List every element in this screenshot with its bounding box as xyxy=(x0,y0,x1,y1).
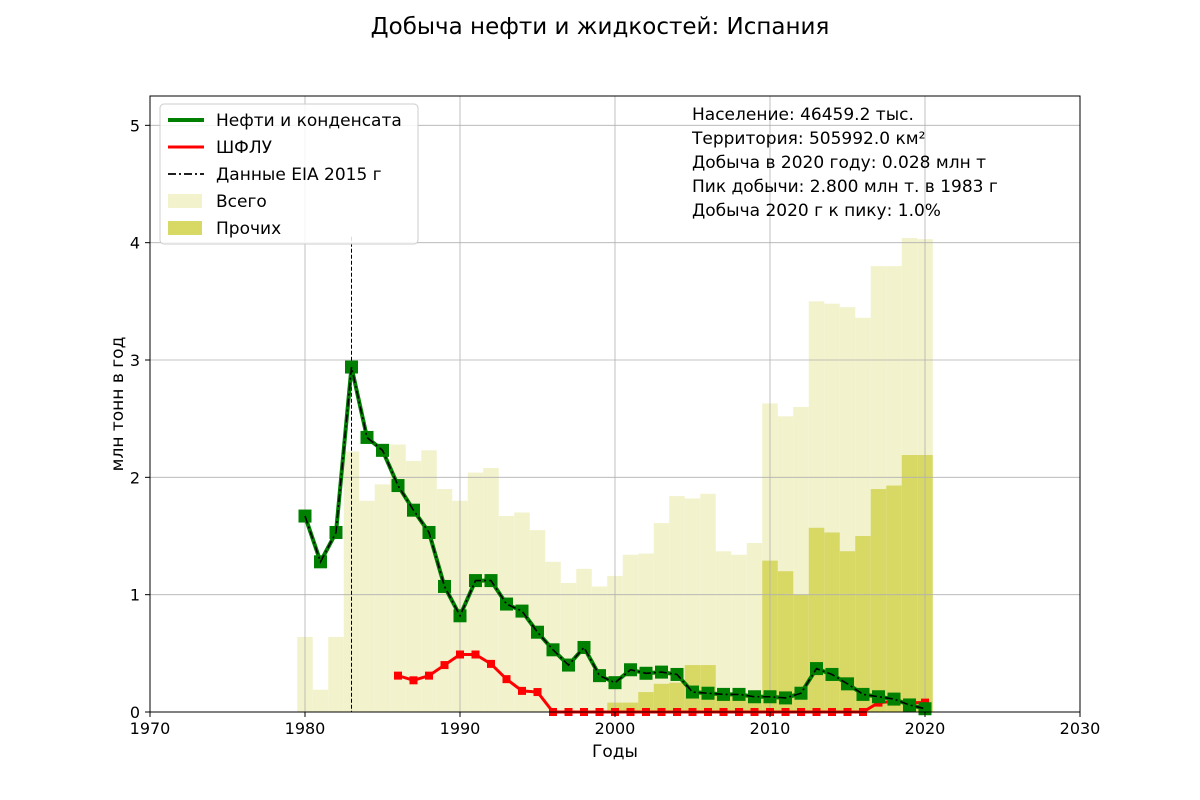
bar-total xyxy=(669,496,685,712)
series-oil-point xyxy=(438,579,451,593)
bar-other xyxy=(839,551,856,712)
bar-total xyxy=(731,554,747,712)
series-oil-point xyxy=(577,640,591,654)
bar-total xyxy=(622,554,639,712)
bar-total xyxy=(560,582,577,712)
series-ngl-point xyxy=(471,650,480,659)
bar-other xyxy=(886,485,902,712)
y-tick-label: 4 xyxy=(130,234,140,253)
x-tick-label: 1980 xyxy=(285,719,326,738)
chart-title: Добыча нефти и жидкостей: Испания xyxy=(370,14,830,40)
legend-label-oil: Нефти и конденсата xyxy=(216,111,402,131)
bar-total xyxy=(700,493,716,712)
series-oil-point xyxy=(732,687,746,701)
legend-label-total: Всего xyxy=(216,192,267,212)
series-ngl-point xyxy=(533,688,542,697)
series-ngl-point xyxy=(425,671,433,680)
bar-other xyxy=(855,536,871,712)
series-oil-point xyxy=(593,669,606,683)
series-oil-point xyxy=(872,690,885,704)
legend-swatch-other xyxy=(168,221,202,235)
bar-total xyxy=(638,553,654,712)
x-tick-label: 2000 xyxy=(595,719,636,738)
bar-other xyxy=(622,702,639,712)
series-oil-point xyxy=(531,625,544,639)
x-tick-label: 2030 xyxy=(1060,719,1101,738)
bar-total xyxy=(328,636,344,712)
bar-total xyxy=(390,444,406,712)
y-tick-label: 2 xyxy=(130,468,140,487)
legend-label-other: Прочих xyxy=(216,219,281,239)
series-oil-point xyxy=(887,692,901,706)
series-oil-point xyxy=(500,597,513,611)
y-tick-label: 3 xyxy=(130,351,140,370)
y-axis-label: млн тонн в год xyxy=(108,337,128,472)
bar-total xyxy=(359,500,375,712)
legend-label-ngl: ШФЛУ xyxy=(216,138,273,158)
bar-total xyxy=(483,467,499,712)
series-ngl-point xyxy=(409,676,418,685)
series-ngl-point xyxy=(440,661,449,670)
series-oil-point xyxy=(391,479,405,493)
bar-total xyxy=(746,543,763,712)
annotation-line: Население: 46459.2 тыс. xyxy=(692,105,914,125)
legend-box xyxy=(159,103,419,245)
series-ngl-point xyxy=(394,671,402,680)
x-tick-label: 1990 xyxy=(440,719,481,738)
series-ngl-point xyxy=(487,659,495,668)
bar-total xyxy=(576,568,592,712)
bar-other xyxy=(870,489,887,712)
y-tick-label: 5 xyxy=(130,116,140,135)
x-tick-label: 2020 xyxy=(905,719,946,738)
series-ngl-point xyxy=(518,686,526,695)
series-ngl-point xyxy=(502,675,511,684)
bar-total xyxy=(545,561,561,712)
bar-total xyxy=(684,498,701,712)
tick-labels: 1970 1980 1990 2000 2010 2020 2030 0 1 2 3 4 5 xyxy=(130,116,1101,738)
bar-other xyxy=(824,532,840,712)
series-ngl-point xyxy=(456,650,464,659)
bar-other xyxy=(669,682,685,712)
bar-total xyxy=(715,551,732,712)
annotation-line: Добыча 2020 г к пику: 1.0% xyxy=(692,201,941,221)
bar-total xyxy=(405,460,422,712)
bar-other xyxy=(808,527,825,712)
bar-other xyxy=(638,692,654,712)
x-tick-label: 1970 xyxy=(130,719,171,738)
bar-total xyxy=(421,450,437,712)
legend: Нефти и конденсата ШФЛУ Данные EIA 2015 г В… xyxy=(159,103,419,245)
bar-other xyxy=(777,571,794,712)
bar-total xyxy=(374,484,391,712)
series-oil-point xyxy=(515,604,529,618)
bar-total xyxy=(653,523,670,712)
series-oil-point xyxy=(701,686,715,700)
legend-label-eia: Данные EIA 2015 г xyxy=(216,165,382,185)
series-oil-point xyxy=(903,698,916,712)
series-oil-point xyxy=(717,687,730,701)
bar-total xyxy=(498,516,515,712)
bar-total xyxy=(312,689,329,712)
annotations-block: Население: 46459.2 тыс. Территория: 50599… xyxy=(691,105,998,221)
series-oil-point xyxy=(748,690,761,704)
series-oil-point xyxy=(856,687,870,701)
x-axis-label: Годы xyxy=(592,742,638,762)
y-tick-label: 1 xyxy=(130,586,140,605)
annotation-line: Пик добычи: 2.800 млн т. в 1983 г xyxy=(692,177,998,197)
bar-total xyxy=(436,489,453,712)
annotation-line: Территория: 505992.0 км² xyxy=(691,129,925,149)
bar-total xyxy=(529,530,546,712)
bar-total xyxy=(591,586,608,712)
legend-swatch-total xyxy=(168,194,202,208)
y-tick-label: 0 xyxy=(130,703,140,722)
x-tick-label: 2010 xyxy=(750,719,791,738)
bar-other xyxy=(793,594,809,712)
bar-other xyxy=(901,455,918,712)
bar-other xyxy=(653,683,670,712)
annotation-line: Добыча в 2020 году: 0.028 млн т xyxy=(692,153,986,173)
